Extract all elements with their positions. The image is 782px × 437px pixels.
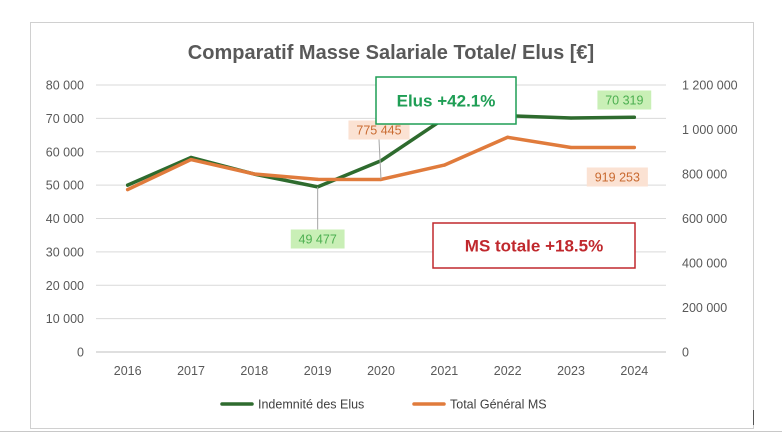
x-tick-label: 2024 — [620, 364, 648, 378]
annotation-box — [375, 76, 517, 125]
data-label: 775 445 — [356, 124, 401, 138]
data-label-box — [348, 120, 410, 140]
data-point — [316, 177, 320, 181]
data-point — [506, 135, 510, 139]
annotation-box — [432, 222, 636, 269]
data-label: 70 319 — [605, 94, 643, 108]
x-tick-label: 2023 — [557, 364, 585, 378]
leader-line — [378, 139, 382, 180]
chart-title: Comparatif Masse Salariale Totale/ Elus … — [188, 42, 594, 64]
data-point — [126, 183, 130, 187]
data-point — [126, 187, 130, 192]
data-point — [189, 157, 193, 162]
annotation-text: MS totale +18.5% — [465, 237, 603, 256]
series-line-ms — [125, 135, 637, 192]
y-right-tick-label: 800 000 — [682, 168, 727, 182]
x-tick-label: 2021 — [430, 364, 458, 378]
legend-label: Indemnité des Elus — [258, 398, 364, 412]
y-left-tick-label: 30 000 — [46, 245, 84, 259]
y-left-tick-label: 10 000 — [46, 312, 84, 326]
data-label: 919 253 — [595, 171, 640, 185]
y-left-tick-label: 40 000 — [46, 212, 84, 226]
data-point — [569, 116, 573, 120]
data-point — [252, 172, 256, 176]
bottom-divider — [0, 431, 782, 432]
corner-mark — [753, 410, 754, 425]
y-left-tick-label: 0 — [77, 346, 84, 360]
data-point — [632, 115, 636, 119]
x-tick-label: 2016 — [114, 364, 142, 378]
data-label-box — [597, 90, 652, 110]
data-point — [632, 145, 636, 150]
data-point — [442, 163, 446, 167]
y-right-tick-label: 1 000 000 — [682, 123, 738, 137]
x-tick-label: 2019 — [304, 364, 332, 378]
y-right-tick-label: 400 000 — [682, 257, 727, 271]
x-tick-label: 2017 — [177, 364, 205, 378]
legend-label: Total Général MS — [450, 398, 547, 412]
y-right-tick-label: 600 000 — [682, 212, 727, 226]
y-left-tick-label: 50 000 — [46, 179, 84, 193]
data-label-box — [290, 229, 345, 249]
y-right-tick-label: 1 200 000 — [682, 79, 738, 93]
x-tick-label: 2020 — [367, 364, 395, 378]
data-point — [569, 145, 573, 150]
y-left-tick-label: 20 000 — [46, 279, 84, 293]
y-left-tick-label: 60 000 — [46, 145, 84, 159]
y-left-tick-label: 80 000 — [46, 79, 84, 93]
x-tick-label: 2022 — [494, 364, 522, 378]
x-tick-label: 2018 — [240, 364, 268, 378]
data-label-box — [586, 167, 648, 187]
annotation-text: Elus +42.1% — [397, 92, 496, 111]
y-right-tick-label: 0 — [682, 346, 689, 360]
y-left-tick-label: 70 000 — [46, 112, 84, 126]
data-label: 49 477 — [299, 233, 337, 247]
y-right-tick-label: 200 000 — [682, 301, 727, 315]
